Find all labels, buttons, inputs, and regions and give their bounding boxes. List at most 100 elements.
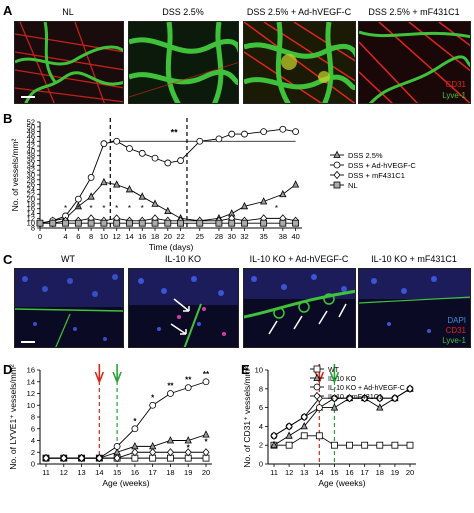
- chart-b-point: [215, 135, 223, 143]
- chart-b-point: [113, 219, 121, 227]
- chart-b-xtick-label: 12: [113, 232, 121, 241]
- chart-b-legend-label: DSS 2.5%: [348, 151, 383, 160]
- chart-b-ytick-label: 34: [27, 161, 35, 170]
- chart-e-point: [331, 441, 338, 449]
- chart-b-ytick-label: 14: [27, 209, 35, 218]
- chart-b-point: [196, 219, 204, 227]
- chart-e-legend-label: IL-10 + mF431C1: [328, 394, 383, 401]
- chart-d-point: [149, 401, 157, 409]
- chart-e-point: [300, 412, 308, 422]
- chart-b-point: [279, 125, 287, 133]
- chart-b-ytick-label: 50: [27, 122, 35, 131]
- chart-e-ytick-label: 4: [259, 422, 263, 431]
- chart-b-ytick-label: 10: [27, 219, 35, 228]
- chart-b-point: [279, 189, 287, 198]
- chart-b-ytick-label: 36: [27, 156, 35, 165]
- chart-b-point: [164, 206, 172, 215]
- chart-b-ytick-label: 20: [27, 195, 35, 204]
- chart-e-legend-marker: [313, 373, 321, 381]
- chart-b-point: [113, 180, 121, 188]
- chart-b-ytick-label: 16: [27, 204, 35, 213]
- chart-e-legend-marker: [313, 365, 321, 373]
- chart-b-point: [74, 195, 82, 203]
- chart-b-star: *: [102, 204, 105, 213]
- chart-b-ytick-label: 22: [27, 190, 35, 199]
- micrograph-a-mf431c1-image: [359, 22, 470, 103]
- chart-e-ytick-label: 2: [259, 441, 263, 450]
- chart-b-point: [151, 154, 159, 162]
- chart-d-point: [166, 448, 174, 457]
- chart-b-ytick-label: 8: [31, 224, 35, 233]
- chart-d-ytick-label: 8: [31, 413, 35, 422]
- chart-e-point: [391, 394, 399, 403]
- chart-d-ytick-label: 0: [31, 460, 35, 469]
- chart-b-ytick-label: 18: [27, 199, 35, 208]
- chart-b-ytick-label: 28: [27, 175, 35, 184]
- chart-e-point: [406, 441, 414, 449]
- chart-b-legend-marker: [333, 170, 341, 180]
- chart-d-point: [184, 436, 192, 444]
- chart-e-point: [315, 404, 323, 412]
- panel-a-title-1: NL: [62, 7, 74, 17]
- chart-b-point: [100, 140, 108, 148]
- chart-e-point: [346, 441, 353, 449]
- chart-d-point: [95, 454, 103, 463]
- chart-d-star: *: [151, 393, 155, 402]
- chart-b-point: [241, 219, 248, 227]
- chart-b-xtick-label: 18: [151, 232, 159, 241]
- chart-d-point: [131, 425, 139, 433]
- chart-d-point: [113, 454, 121, 463]
- chart-b-point: [36, 219, 44, 227]
- chart-d-star: **: [203, 370, 210, 379]
- chart-b-point: [87, 174, 95, 181]
- chart-e-point: [270, 440, 278, 449]
- chart-b-star: *: [90, 204, 93, 213]
- chart-b-point: [151, 219, 159, 227]
- chart-e-series-line: [273, 388, 411, 446]
- chart-b-point: [241, 130, 248, 138]
- chart-e-legend-label: IL-10 KO + Ad-hVEGF-C: [328, 385, 405, 392]
- chart-d-series-line: [46, 381, 207, 459]
- chart-d-ytick-label: 14: [27, 377, 35, 386]
- chart-b-ytick-label: 38: [27, 151, 35, 160]
- chart-b-point: [196, 137, 204, 145]
- chart-b-ytick-label: 32: [27, 166, 35, 175]
- chart-b-xtick-label: 16: [138, 232, 146, 241]
- chart-d-ytick-label: 6: [31, 424, 35, 433]
- chart-b-ytick-label: 26: [27, 180, 35, 189]
- chart-e-point: [361, 394, 369, 403]
- chart-d-series-line: [46, 451, 206, 459]
- chart-e-xtick-label: 19: [391, 468, 399, 477]
- chart-d-star: *: [133, 417, 137, 426]
- chart-d-star: **: [167, 382, 174, 391]
- chart-b-point: [151, 199, 159, 207]
- chart-b-point: [215, 219, 223, 227]
- chart-b-point: [177, 219, 184, 227]
- chart-b-point: [138, 219, 146, 227]
- chart-e-point: [376, 403, 384, 411]
- chart-d-xlabel: Age (weeks): [102, 478, 149, 488]
- chart-b-point: [87, 219, 95, 227]
- panel-a-title-2: DSS 2.5%: [162, 7, 204, 17]
- chart-b-point: [177, 157, 184, 164]
- chart-e-xtick-label: 20: [406, 468, 414, 477]
- chart-b-point: [138, 192, 146, 200]
- chart-b-xtick-label: 40: [291, 232, 299, 241]
- chart-d-point: [202, 378, 210, 386]
- chart-e-arrow-head: [329, 364, 340, 383]
- chart-d-star: *: [187, 444, 191, 453]
- chart-b-ytick-label: 24: [27, 185, 35, 194]
- chart-b-xtick-label: 0: [38, 232, 42, 241]
- chart-e-point: [300, 422, 308, 430]
- stain-label-cd31: CD31: [445, 80, 466, 89]
- chart-d-point: [78, 454, 86, 463]
- chart-b-point: [62, 219, 69, 227]
- chart-e-ytick-label: 0: [259, 460, 263, 469]
- chart-b-point: [291, 180, 300, 188]
- chart-d-point: [60, 454, 68, 463]
- chart-b-point: [240, 201, 249, 210]
- chart-b-xtick-label: 35: [259, 232, 267, 241]
- panel-letter-d: D: [3, 362, 13, 377]
- chart-b-ylabel: No. of vessels/mm²: [10, 138, 20, 211]
- chart-b-legend-marker: [333, 181, 341, 189]
